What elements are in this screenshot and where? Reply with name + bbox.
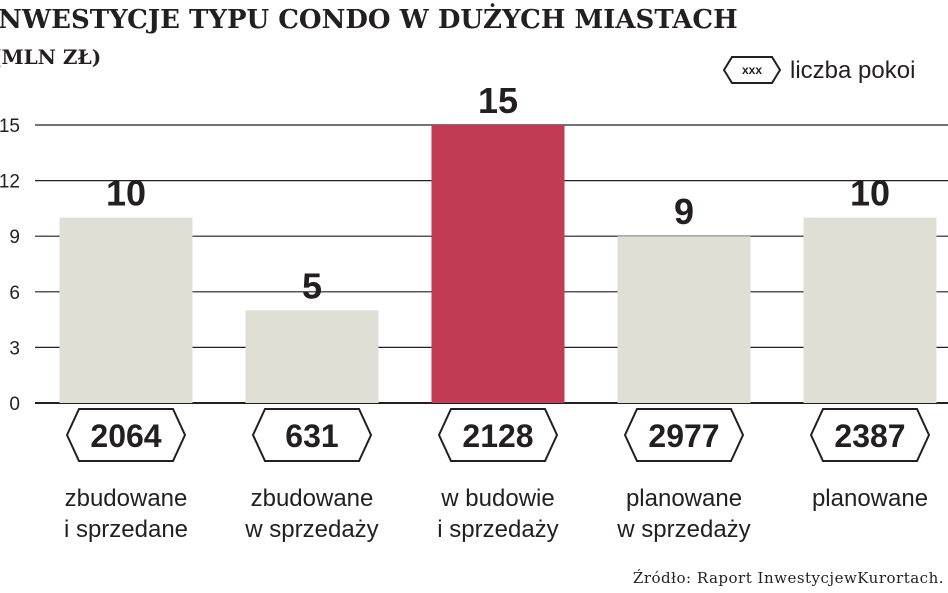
category-label: i sprzedaży <box>437 516 558 543</box>
y-axis-ticks: 0 3 6 9 12 15 <box>0 116 20 415</box>
bar <box>245 310 379 403</box>
room-count-label: 631 <box>285 418 338 454</box>
room-count-label: 2977 <box>648 418 719 454</box>
bar <box>59 217 193 403</box>
y-tick-label: 9 <box>9 227 20 248</box>
y-tick-label: 3 <box>9 338 20 359</box>
room-count-label: 2128 <box>462 418 533 454</box>
chart-unit: (MLN ZŁ) <box>0 45 101 69</box>
category-label: planowane <box>812 485 928 512</box>
category-labels: zbudowane i sprzedane zbudowane w sprzedaży… <box>64 485 928 543</box>
room-count-hexagon <box>437 408 559 462</box>
room-count-hexagon <box>809 408 931 462</box>
bar <box>617 236 751 403</box>
category-label: zbudowane <box>65 485 188 512</box>
room-count-hexagon <box>251 408 373 462</box>
room-count-hexagon <box>65 408 187 462</box>
category-label: planowane <box>626 485 742 512</box>
value-labels: 10 5 15 9 10 <box>106 80 890 306</box>
legend-symbol-text: xxx <box>742 63 762 77</box>
y-tick-label: 12 <box>0 172 20 193</box>
room-count-label: 2387 <box>834 418 905 454</box>
category-label: i sprzedane <box>64 516 188 543</box>
y-tick-label: 6 <box>9 283 20 304</box>
bar <box>803 217 937 403</box>
bar-value-label: 15 <box>478 80 518 121</box>
bar-value-label: 9 <box>674 191 694 232</box>
legend-hexagon <box>722 56 782 84</box>
y-tick-label: 15 <box>0 116 20 137</box>
chart-title: INWESTYCJE TYPU CONDO W DUŻYCH MIASTACH <box>0 3 738 35</box>
room-count-label: 2064 <box>90 418 161 454</box>
bar-value-label: 5 <box>302 265 322 306</box>
bar-value-label: 10 <box>850 173 890 214</box>
source-note: Źródło: Raport InwestycjewKurortach. <box>633 569 944 587</box>
room-count-badges: 2064 631 2128 2977 2387 <box>65 408 931 462</box>
legend-label: liczba pokoi <box>790 57 915 84</box>
category-label: zbudowane <box>251 485 374 512</box>
bar <box>431 125 565 403</box>
category-label: w sprzedaży <box>616 516 750 543</box>
category-label: w budowie <box>440 485 554 512</box>
category-label: w sprzedaży <box>244 516 378 543</box>
legend: xxx liczba pokoi <box>722 56 915 84</box>
room-count-hexagon <box>623 408 745 462</box>
bars <box>59 125 937 403</box>
y-tick-label: 0 <box>9 394 20 415</box>
bar-value-label: 10 <box>106 173 146 214</box>
